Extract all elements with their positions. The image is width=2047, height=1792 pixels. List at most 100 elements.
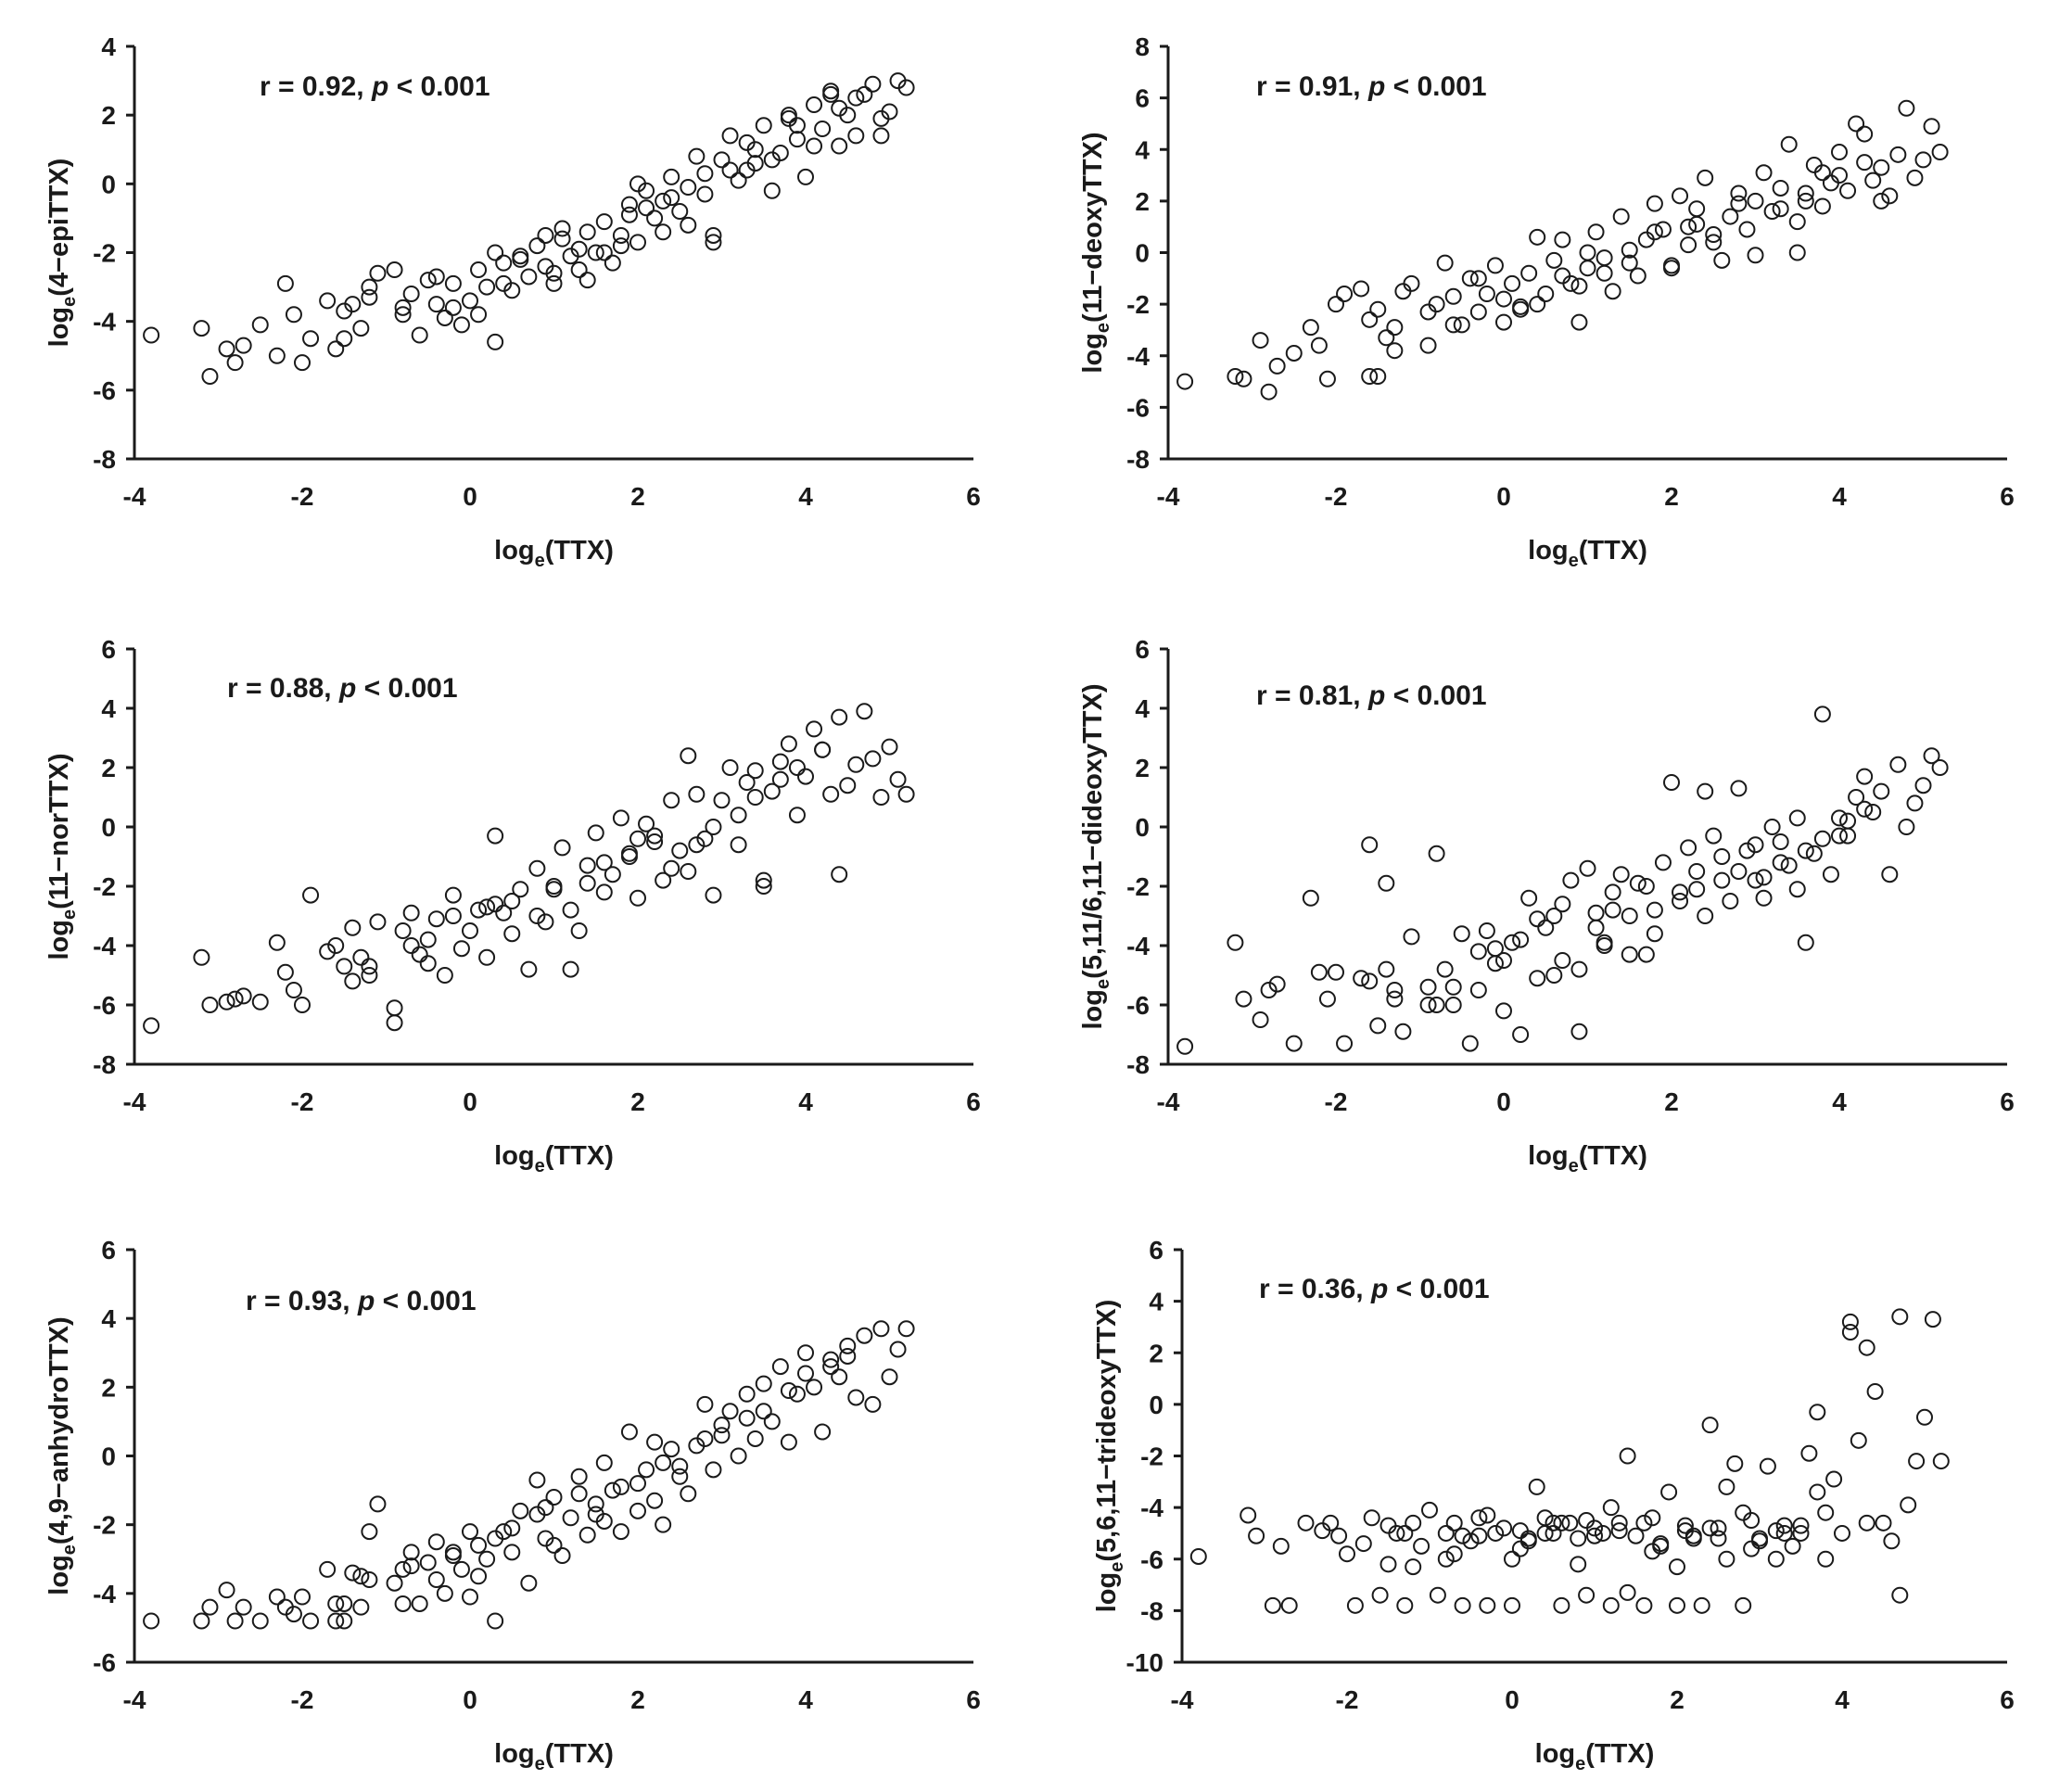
scatter-point xyxy=(1264,1596,1281,1614)
scatter-point xyxy=(1747,247,1764,264)
scatter-point xyxy=(1813,705,1831,723)
scatter-point xyxy=(612,1478,629,1495)
scatter-point xyxy=(1529,228,1546,246)
scatter-point xyxy=(1680,839,1697,857)
scatter-point xyxy=(436,1584,453,1602)
axis-variable: (11−norTTX) xyxy=(44,753,74,909)
x-tick-label: -4 xyxy=(1157,1087,1180,1116)
scatter-point xyxy=(545,1489,563,1506)
scatter-point xyxy=(1405,1514,1422,1531)
log-prefix: log xyxy=(1092,1572,1122,1613)
scatter-point xyxy=(1775,1517,1793,1534)
scatter-point xyxy=(1788,213,1806,231)
scatter-point xyxy=(1891,1308,1909,1326)
x-tick-label: 0 xyxy=(1505,1685,1519,1714)
scatter-point xyxy=(629,1475,646,1493)
scatter-point xyxy=(394,1560,412,1578)
correlation-annotation: r = 0.91, p < 0.001 xyxy=(1256,71,1487,102)
scatter-point xyxy=(1767,1522,1785,1540)
scatter-point xyxy=(1545,251,1563,269)
scatter-point xyxy=(268,347,286,364)
scatter-point xyxy=(251,1612,269,1630)
scatter-point xyxy=(487,827,504,845)
x-tick-label: 2 xyxy=(630,482,645,511)
scatter-point xyxy=(478,278,496,296)
log-subscript: e xyxy=(59,297,80,307)
scatter-point xyxy=(847,89,865,107)
scatter-point xyxy=(638,815,655,832)
scatter-point xyxy=(646,833,664,850)
p-value: < 0.001 xyxy=(1388,1274,1489,1304)
scatter-point xyxy=(478,898,496,916)
scatter-point xyxy=(1454,1596,1471,1614)
scatter-point xyxy=(1586,1527,1603,1544)
scatter-point xyxy=(1386,342,1404,360)
scatter-point xyxy=(881,103,898,121)
scatter-point xyxy=(251,993,269,1010)
scatter-point xyxy=(1722,208,1739,225)
scatter-point xyxy=(814,741,832,758)
scatter-point xyxy=(1621,241,1638,259)
scatter-point xyxy=(587,244,604,261)
scatter-point xyxy=(1396,1524,1414,1542)
x-axis-title: loge(TTX) xyxy=(494,1739,614,1774)
scatter-point xyxy=(595,213,613,231)
scatter-point xyxy=(1743,1540,1761,1557)
scatter-point xyxy=(771,770,789,788)
log-subscript: e xyxy=(1575,1754,1585,1774)
scatter-point xyxy=(1755,164,1773,182)
scatter-point xyxy=(1856,800,1874,818)
axis-variable: (4−epiTTX) xyxy=(44,159,74,297)
scatter-point xyxy=(1621,908,1638,924)
scatter-point xyxy=(655,1516,672,1533)
scatter-point xyxy=(1235,990,1252,1008)
scatter-point xyxy=(1596,264,1613,282)
scatter-point xyxy=(1361,311,1379,328)
scatter-point xyxy=(1361,368,1379,385)
scatter-point xyxy=(201,997,219,1013)
scatter-point xyxy=(1405,1558,1422,1576)
scatter-point xyxy=(452,940,470,958)
y-tick-label: 4 xyxy=(1135,694,1150,723)
scatter-point xyxy=(1553,1514,1570,1531)
scatter-point xyxy=(831,866,848,883)
scatter-point xyxy=(1660,1483,1678,1501)
scatter-point xyxy=(680,747,697,765)
scatter-point xyxy=(302,1612,320,1630)
scatter-point xyxy=(1797,184,1814,202)
scatter-point xyxy=(780,109,797,127)
p-value: < 0.001 xyxy=(1385,680,1486,711)
scatter-point xyxy=(655,192,672,210)
scatter-point xyxy=(655,871,672,889)
x-tick-label: -4 xyxy=(123,482,146,511)
scatter-point xyxy=(1772,833,1789,850)
scatter-point xyxy=(1873,782,1890,800)
scatter-point xyxy=(1428,997,1445,1013)
scatter-point xyxy=(1889,146,1907,163)
scatter-point xyxy=(1578,1512,1596,1530)
scatter-point xyxy=(872,789,890,806)
scatter-point xyxy=(444,274,462,292)
scatter-point xyxy=(394,299,412,316)
scatter-point xyxy=(1428,296,1445,313)
p-symbol: p xyxy=(357,1286,375,1316)
scatter-point xyxy=(1511,1540,1529,1557)
p-symbol: p xyxy=(371,71,388,102)
scatter-point xyxy=(1378,874,1395,892)
scatter-point xyxy=(193,948,210,966)
scatter-point xyxy=(143,1612,160,1630)
scatter-point xyxy=(1635,1514,1653,1531)
scatter-point xyxy=(1504,1596,1520,1614)
scatter-point xyxy=(1688,200,1706,218)
scatter-point xyxy=(462,1588,478,1606)
scatter-point xyxy=(1486,257,1504,274)
scatter-point xyxy=(1924,1311,1941,1328)
scatter-point xyxy=(788,1385,806,1403)
x-tick-label: 6 xyxy=(2000,1087,2015,1116)
scatter-point xyxy=(1800,1444,1818,1462)
scatter-point xyxy=(1328,963,1344,981)
x-tick-label: 0 xyxy=(463,1685,477,1714)
scatter-point xyxy=(235,1598,252,1616)
scatter-point xyxy=(1462,1532,1480,1550)
